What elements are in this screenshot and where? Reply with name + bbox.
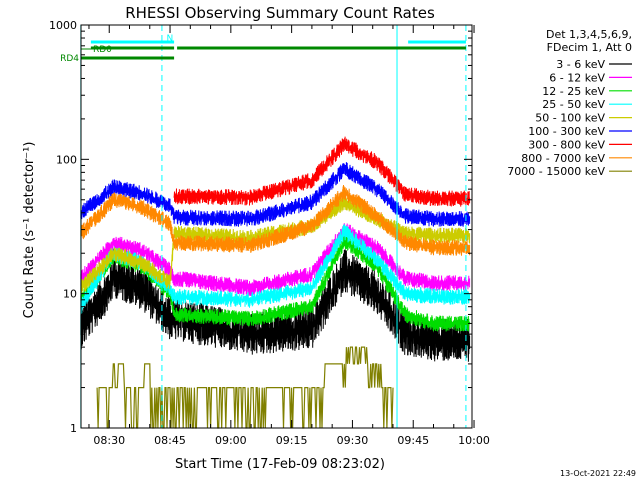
legend-header-line-1: Det 1,3,4,5,6,9, xyxy=(546,28,632,41)
legend-label-1: 3 - 6 keV xyxy=(556,58,605,71)
x-axis-label: Start Time (17-Feb-09 08:23:02) xyxy=(175,457,385,472)
y-tick-label-1: 1 xyxy=(70,422,77,435)
y-axis-label: Count Rate (s⁻¹ detector⁻¹) xyxy=(22,142,37,319)
y-tick-label-1000: 1000 xyxy=(49,19,77,32)
flag-label-rd0: RD0 xyxy=(93,45,112,55)
series-trace-1 xyxy=(80,249,471,362)
flag-bars-group: N RD0 RD4 xyxy=(60,34,466,64)
footer-timestamp: 13-Oct-2021 22:49 xyxy=(560,469,636,478)
x-tick-label-1000: 10:00 xyxy=(458,434,490,447)
flag-label-n: N xyxy=(167,34,174,44)
legend-label-2: 6 - 12 keV xyxy=(549,71,605,84)
legend-label-9: 7000 - 15000 keV xyxy=(507,165,605,178)
series-trace-2 xyxy=(80,223,471,296)
series-trace-8 xyxy=(80,184,471,256)
legend-label-6: 100 - 300 keV xyxy=(528,125,605,138)
x-tick-label-0930: 09:30 xyxy=(337,434,369,447)
plot-data-group xyxy=(80,136,471,429)
flag-label-backdrop xyxy=(80,40,91,49)
legend-label-7: 300 - 800 keV xyxy=(528,138,605,151)
legend-label-8: 800 - 7000 keV xyxy=(521,152,605,165)
flag-label-rd4: RD4 xyxy=(60,54,79,64)
chart-title: RHESSI Observing Summary Count Rates xyxy=(125,4,435,22)
x-tick-label-0845: 08:45 xyxy=(154,434,186,447)
series-trace-9 xyxy=(96,346,394,429)
axes-group: 1 10 100 1000 08:30 08:45 09:00 09:15 09:30 09:45… xyxy=(49,19,490,447)
x-tick-label-0915: 09:15 xyxy=(276,434,308,447)
y-tick-label-10: 10 xyxy=(63,288,77,301)
legend-label-5: 50 - 100 keV xyxy=(535,112,605,125)
legend-header-line-2: FDecim 1, Att 0 xyxy=(547,41,632,54)
x-tick-label-0900: 09:00 xyxy=(215,434,247,447)
plot-frame xyxy=(80,24,473,429)
series-trace-6 xyxy=(80,162,471,227)
series-trace-7 xyxy=(173,136,471,207)
x-tick-label-0830: 08:30 xyxy=(93,434,125,447)
x-tick-label-0945: 09:45 xyxy=(397,434,429,447)
legend-label-4: 25 - 50 keV xyxy=(542,98,605,111)
y-tick-label-100: 100 xyxy=(56,153,77,166)
legend-label-3: 12 - 25 keV xyxy=(542,85,605,98)
